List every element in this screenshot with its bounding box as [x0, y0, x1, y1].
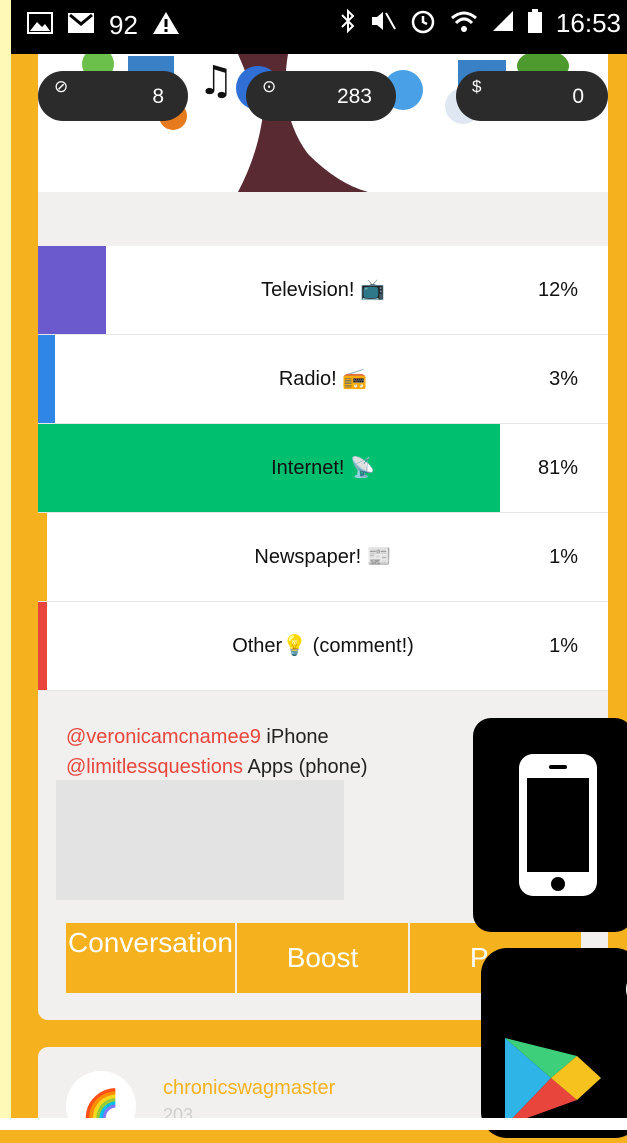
mention-link[interactable]: @veronicamcnamee9	[66, 726, 261, 748]
post-username[interactable]: chronicswagmaster	[163, 1077, 336, 1099]
stat-pill-trend: ⊘ 8	[38, 71, 188, 121]
status-bar: 92 16:53	[11, 0, 627, 54]
boost-button[interactable]: Boost	[237, 923, 410, 993]
poll-options: Television! 📺 12% Radio! 📻 3% Internet! …	[38, 246, 608, 691]
stat-pill-coins: $ 0	[456, 71, 608, 121]
poll-bar	[38, 246, 107, 334]
left-edge	[0, 0, 11, 1130]
battery-icon	[527, 9, 542, 38]
poll-bar	[38, 513, 47, 601]
poll-option-label: Radio! 📻	[278, 368, 368, 390]
mention-text: iPhone	[266, 726, 329, 748]
poll-bar	[38, 424, 500, 512]
svg-text:♫: ♫	[198, 58, 234, 104]
play-store-letter: G	[624, 968, 627, 1013]
stat-value: 8	[152, 85, 164, 108]
signal-icon	[492, 10, 514, 37]
media-placeholder	[56, 780, 344, 900]
poll-option-label: Newspaper! 📰	[254, 546, 392, 568]
poll-option-percent: 81%	[537, 457, 578, 479]
image-icon	[27, 12, 53, 39]
mute-icon	[370, 9, 396, 38]
poll-option-other[interactable]: Other💡 (comment!) 1%	[38, 602, 608, 691]
stat-pill-votes: ⊙ 283	[246, 71, 396, 121]
bottom-edge	[0, 1118, 627, 1130]
poll-option-label: Other💡 (comment!)	[232, 635, 414, 657]
vote-icon: ⊙	[262, 77, 277, 96]
stat-value: 283	[336, 85, 372, 108]
poll-option-percent: 1%	[549, 635, 578, 657]
notification-count: 92	[109, 10, 138, 40]
clock: 16:53	[555, 8, 621, 38]
conversation-button[interactable]: Conversation	[66, 923, 237, 993]
poll-bar	[38, 602, 47, 690]
mention-line: @veronicamcnamee9 iPhone	[66, 722, 368, 752]
poll-option-label: Internet! 📡	[271, 457, 375, 479]
poll-option-radio[interactable]: Radio! 📻 3%	[38, 335, 608, 424]
mentions-list: @veronicamcnamee9 iPhone @limitlessquest…	[66, 722, 368, 782]
mention-link[interactable]: @limitlessquestions	[66, 756, 244, 778]
poll-option-newspaper[interactable]: Newspaper! 📰 1%	[38, 513, 608, 602]
bluetooth-icon	[340, 8, 356, 39]
poll-bar	[38, 335, 56, 423]
play-store-icon[interactable]: G	[481, 948, 627, 1138]
poll-option-internet[interactable]: Internet! 📡 81%	[38, 424, 608, 513]
trend-icon: ⊘	[54, 77, 69, 96]
smartphone-icon[interactable]	[473, 718, 627, 932]
gmail-icon	[67, 12, 95, 39]
wifi-icon	[450, 9, 478, 38]
poll-option-percent: 3%	[549, 368, 578, 390]
coin-icon: $	[472, 77, 482, 96]
stat-value: 0	[572, 85, 584, 108]
poll-option-label: Television! 📺	[261, 279, 385, 301]
mention-line: @limitlessquestions Apps (phone)	[66, 752, 368, 782]
poll-option-percent: 1%	[549, 546, 578, 568]
warning-icon	[152, 11, 180, 40]
poll-card: ♫ ⊘ 8 ⊙ 283 $ 0 Television! 📺 12% Radio!…	[38, 54, 608, 1020]
alarm-icon	[410, 8, 436, 39]
poll-option-percent: 12%	[537, 279, 578, 301]
poll-option-television[interactable]: Television! 📺 12%	[38, 246, 608, 335]
mention-text: Apps (phone)	[247, 756, 368, 778]
